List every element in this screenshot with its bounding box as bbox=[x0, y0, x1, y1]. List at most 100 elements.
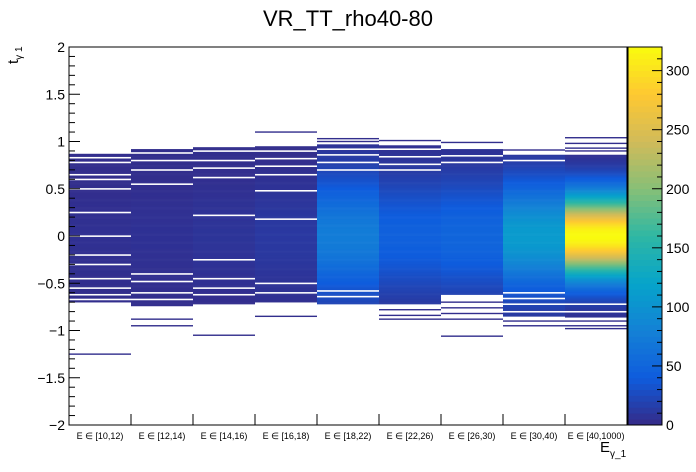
heatmap-cell bbox=[131, 208, 193, 210]
heatmap-cell bbox=[503, 282, 565, 284]
heatmap-cell bbox=[441, 159, 503, 161]
heatmap-cell bbox=[317, 217, 379, 219]
heatmap-cell bbox=[255, 241, 317, 243]
heatmap-cell bbox=[131, 290, 193, 293]
heatmap-cell bbox=[441, 163, 503, 165]
heatmap-cell bbox=[69, 297, 131, 299]
heatmap-cell bbox=[565, 210, 627, 212]
heatmap-cell bbox=[255, 265, 317, 267]
heatmap-cell bbox=[317, 209, 379, 211]
heatmap-cell bbox=[69, 191, 131, 193]
heatmap-cell bbox=[193, 147, 255, 149]
heatmap-cell bbox=[565, 176, 627, 178]
color-bar-segment bbox=[628, 129, 662, 136]
heatmap-cell bbox=[565, 171, 627, 173]
heatmap-cell bbox=[317, 223, 379, 225]
heatmap-cell bbox=[255, 209, 317, 211]
heatmap-cell bbox=[379, 231, 441, 233]
heatmap-cell bbox=[379, 235, 441, 237]
heatmap-cell bbox=[193, 201, 255, 203]
heatmap-cell bbox=[255, 229, 317, 231]
heatmap-cell bbox=[69, 270, 131, 273]
heatmap-cell bbox=[565, 184, 627, 186]
heatmap-cell bbox=[131, 172, 193, 174]
heatmap-cell bbox=[193, 252, 255, 254]
heatmap-cell bbox=[503, 299, 565, 301]
heatmap-cell bbox=[131, 261, 193, 263]
heatmap-column bbox=[69, 153, 131, 355]
heatmap-cell bbox=[503, 177, 565, 179]
heatmap-cell bbox=[69, 222, 131, 225]
heatmap-cell bbox=[441, 301, 503, 303]
heatmap-cell bbox=[565, 288, 627, 291]
heatmap-cell bbox=[255, 131, 317, 133]
heatmap-cell bbox=[317, 176, 379, 178]
heatmap-cell bbox=[317, 250, 379, 252]
color-bar-segment bbox=[628, 383, 662, 390]
heatmap-cell bbox=[565, 170, 627, 173]
heatmap-cell bbox=[255, 181, 317, 183]
heatmap-cell bbox=[317, 287, 379, 290]
heatmap-cell bbox=[131, 235, 193, 237]
heatmap-cell bbox=[379, 287, 441, 289]
color-bar-tick-label: 250 bbox=[666, 122, 690, 138]
heatmap-cell bbox=[565, 204, 627, 207]
color-bar-segment bbox=[628, 200, 662, 207]
heatmap-cell bbox=[69, 200, 131, 202]
heatmap-cell bbox=[441, 193, 503, 195]
heatmap-cell bbox=[131, 236, 193, 239]
heatmap-cell bbox=[379, 303, 441, 305]
heatmap-cell bbox=[503, 221, 565, 224]
heatmap-cell bbox=[131, 149, 193, 151]
heatmap-cell bbox=[503, 211, 565, 213]
heatmap-cell bbox=[193, 163, 255, 165]
heatmap-cell bbox=[503, 295, 565, 297]
heatmap-cell bbox=[131, 182, 193, 184]
heatmap-cell bbox=[379, 267, 441, 269]
heatmap-cell bbox=[317, 214, 379, 216]
heatmap-cell bbox=[565, 256, 627, 259]
heatmap-cell bbox=[193, 289, 255, 292]
heatmap-cell bbox=[503, 195, 565, 197]
heatmap-cell bbox=[379, 201, 441, 203]
heatmap-cell bbox=[317, 246, 379, 248]
heatmap-cell bbox=[255, 234, 317, 236]
heatmap-cell bbox=[317, 184, 379, 186]
heatmap-cell bbox=[565, 320, 627, 322]
heatmap-cell bbox=[441, 270, 503, 273]
heatmap-cell bbox=[317, 185, 379, 188]
heatmap-cell bbox=[565, 178, 627, 180]
heatmap-cell bbox=[565, 162, 627, 164]
heatmap-cell bbox=[255, 197, 317, 199]
heatmap-cell bbox=[379, 281, 441, 283]
heatmap-cell bbox=[255, 276, 317, 278]
heatmap-cell bbox=[193, 334, 255, 336]
heatmap-cell bbox=[441, 241, 503, 243]
heatmap-cell bbox=[131, 249, 193, 251]
heatmap-cell bbox=[441, 293, 503, 295]
heatmap-cell bbox=[503, 193, 565, 195]
heatmap-cell bbox=[255, 289, 317, 292]
heatmap-cell bbox=[317, 199, 379, 201]
heatmap-cell bbox=[503, 149, 565, 151]
heatmap-cell bbox=[441, 218, 503, 221]
heatmap-cell bbox=[193, 250, 255, 252]
heatmap-cell bbox=[255, 261, 317, 263]
heatmap-cell bbox=[317, 215, 379, 217]
heatmap-cell bbox=[193, 219, 255, 222]
color-bar-segment bbox=[628, 52, 662, 60]
heatmap-cell bbox=[441, 271, 503, 274]
heatmap-cell bbox=[565, 236, 627, 238]
heatmap-cell bbox=[441, 194, 503, 196]
heatmap-cell bbox=[441, 232, 503, 234]
color-bar-segment bbox=[628, 153, 662, 160]
heatmap-cell bbox=[69, 218, 131, 220]
heatmap-cell bbox=[503, 284, 565, 286]
heatmap-cell bbox=[317, 256, 379, 259]
heatmap-cell bbox=[193, 153, 255, 156]
heatmap-cell bbox=[131, 191, 193, 193]
color-bar-segment bbox=[628, 371, 662, 379]
heatmap-cell bbox=[565, 234, 627, 236]
heatmap-cell bbox=[441, 191, 503, 193]
